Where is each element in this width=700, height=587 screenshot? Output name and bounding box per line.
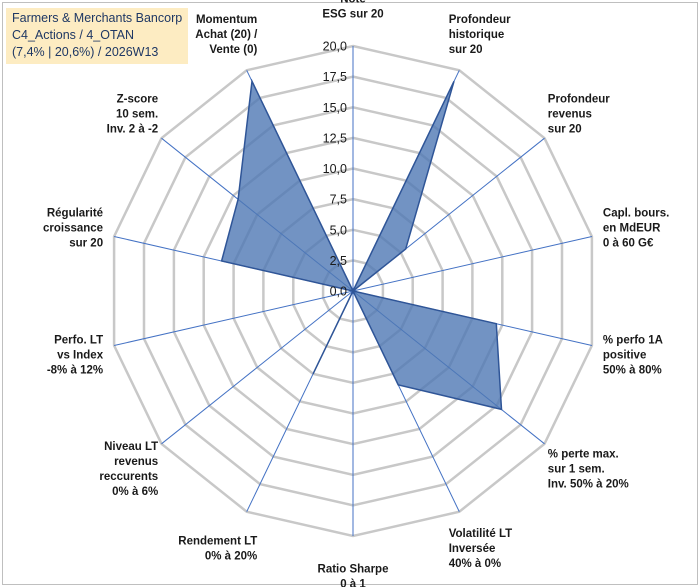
tick-label-1: 2,5 [330,254,347,268]
axis-label-8-line-0: Rendement LT [178,535,257,547]
axis-label-3-line-0: Capl. bours. [603,208,669,220]
spoke-10 [113,290,354,346]
axis-label-8-line-1: 0% à 20% [205,550,257,562]
axis-label-5-line-0: % perte max. [548,449,619,461]
tick-label-2: 5,0 [330,223,347,237]
axis-label-8: Rendement LT 0% à 20% [178,535,257,562]
axis-label-13-line-0: Momentum [196,14,257,26]
title-line-category: C4_Actions / 4_OTAN [12,28,135,42]
spoke-9 [161,290,354,445]
radial-tick-labels: 0,0 2,5 5,0 7,5 10,0 12,5 15,0 17,5 20,0 [323,40,347,299]
axis-label-9-line-0: Niveau LT [104,441,158,453]
axis-label-4-line-1: positive [603,349,646,361]
title-line-company: Farmers & Merchants Bancorp [12,11,183,25]
axis-label-3-line-2: 0 à 60 G€ [603,238,654,250]
axis-label-11-line-0: Régularité [47,208,103,220]
axis-label-3: Capl. bours. en MdEUR 0 à 60 G€ [603,208,669,250]
tick-label-7: 17,5 [323,70,347,84]
axis-label-7-line-1: 0 à 1 [340,579,366,587]
axis-label-10-line-0: Perfo. LT [54,334,103,346]
axis-label-0: Note ESG sur 20 [322,0,383,21]
axis-label-2: Profondeur revenus sur 20 [548,93,610,135]
axis-label-4: % perfo 1A positive 50% à 80% [603,334,663,376]
axis-label-6-line-2: 40% à 0% [449,558,501,570]
axis-label-11-line-1: croissance [43,223,103,235]
axis-label-5: % perte max. sur 1 sem. Inv. 50% à 20% [548,449,629,491]
chart-title: Farmers & Merchants Bancorp C4_Actions /… [6,8,189,64]
axis-label-12-line-2: Inv. 2 à -2 [107,123,159,135]
axis-label-10-line-2: -8% à 12% [47,364,103,376]
radar-series [220,78,503,411]
axis-label-12: Z-score 10 sem. Inv. 2 à -2 [107,93,159,135]
axis-label-9: Niveau LT revenus reccurents 0% à 6% [99,441,158,498]
axis-label-6: Volatilité LT Inversée 40% à 0% [449,528,512,570]
series-area [220,78,503,411]
axis-label-13-line-2: Vente (0) [209,44,257,56]
axis-label-13: Momentum Achat (20) / Vente (0) [195,14,258,56]
axis-label-11: Régularité croissance sur 20 [43,208,103,250]
axis-label-9-line-3: 0% à 6% [112,486,158,498]
axis-label-0-line-1: ESG sur 20 [322,9,383,21]
axis-label-3-line-1: en MdEUR [603,223,661,235]
axis-label-2-line-2: sur 20 [548,123,582,135]
axis-label-5-line-1: sur 1 sem. [548,464,605,476]
tick-label-6: 15,0 [323,101,347,115]
title-line-stats: (7,4% | 20,6%) / 2026W13 [12,45,159,59]
spoke-3 [352,236,593,292]
axis-label-13-line-1: Achat (20) / [195,29,258,41]
axis-label-6-line-0: Volatilité LT [449,528,512,540]
axis-labels: Note ESG sur 20 Profondeur historique sur 20… [43,0,669,587]
axis-label-1-line-2: sur 20 [449,44,483,56]
axis-label-4-line-2: 50% à 80% [603,364,662,376]
axis-label-5-line-2: Inv. 50% à 20% [548,479,629,491]
axis-label-7: Ratio Sharpe 0 à 1 [318,564,389,587]
tick-label-4: 10,0 [323,162,347,176]
axis-label-11-line-2: sur 20 [69,238,103,250]
axis-label-1-line-1: historique [449,29,505,41]
tick-label-8: 20,0 [323,40,347,54]
axis-label-12-line-1: 10 sem. [116,108,158,120]
axis-label-6-line-1: Inversée [449,543,496,555]
axis-label-9-line-1: revenus [114,456,158,468]
axis-label-10-line-1: vs Index [57,349,104,361]
axis-label-12-line-0: Z-score [117,93,159,105]
axis-label-4-line-0: % perfo 1A [603,334,663,346]
axis-label-10: Perfo. LT vs Index -8% à 12% [47,334,104,376]
axis-label-0-line-0: Note [340,0,366,6]
tick-label-3: 7,5 [330,193,347,207]
axis-label-1-line-0: Profondeur [449,14,511,26]
axis-label-1: Profondeur historique sur 20 [449,14,511,56]
tick-label-0: 0,0 [330,285,347,299]
axis-label-2-line-1: revenus [548,108,592,120]
tick-label-5: 12,5 [323,131,347,145]
axis-label-9-line-2: reccurents [99,471,158,483]
axis-label-2-line-0: Profondeur [548,93,610,105]
axis-label-7-line-0: Ratio Sharpe [318,564,389,576]
